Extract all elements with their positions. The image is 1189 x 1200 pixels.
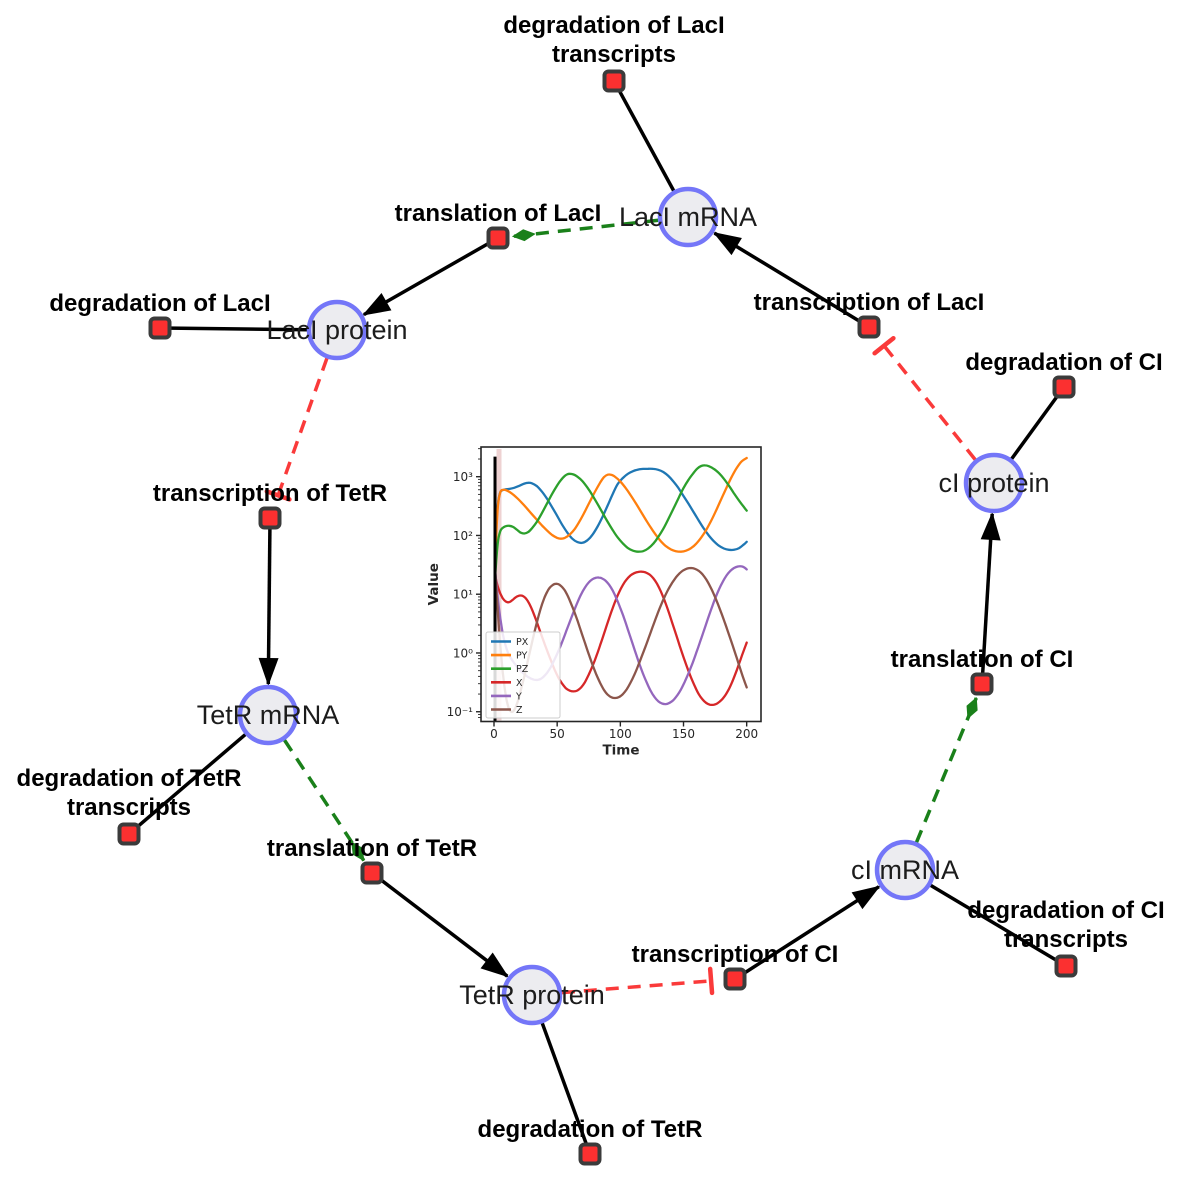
legend-label-PY: PY [516,651,528,662]
edge-consumption-tetr_protein-deg_tetr [540,1021,588,1145]
legend-label-PZ: PZ [516,664,529,675]
reaction-label-deg_tetr_tx-line1: transcripts [67,794,191,821]
y-axis-title: Value [426,563,442,605]
reaction-node-txn_laci [857,315,881,339]
species-node-laci_protein [306,299,368,361]
reaction-node-deg_laci [148,316,172,340]
reaction-node-transl_tetr [360,861,384,885]
reaction-label-deg_ci_tx-line1: transcripts [1004,926,1128,953]
edge-modifier-laci_mrna-transl_laci [511,218,659,242]
reaction-label-deg_ci-line0: degradation of CI [965,349,1162,376]
edge-consumption-tetr_mrna-deg_tetr_tx [136,732,248,829]
y-tick-label: 10² [453,529,473,543]
reaction-node-deg_tetr_tx [117,822,141,846]
reaction-node-deg_laci_tx [602,69,626,93]
x-tick-label: 50 [550,727,565,741]
x-tick-label: 0 [490,727,498,741]
legend-label-Z: Z [516,705,523,716]
reaction-node-txn_tetr [258,506,282,530]
edge-inhibition-tetr_protein-txn_ci [561,966,715,996]
edge-consumption-laci_mrna-deg_laci_tx [617,89,676,193]
edge-production-transl_laci-laci_protein [362,241,490,317]
edge-inhibition-laci_protein-txn_tetr [264,357,329,502]
edge-production-transl_ci-ci_protein [980,511,1001,674]
edge-production-txn_ci-ci_mrna [743,885,881,975]
y-tick-label: 10⁰ [453,646,473,660]
edge-production-txn_laci-laci_mrna [712,231,861,323]
reaction-node-deg_tetr [578,1142,602,1166]
initial-transient-band [496,449,502,721]
edge-modifier-ci_mrna-transl_ci [914,696,978,843]
reaction-node-deg_ci [1052,375,1076,399]
reaction-label-txn_ci-line0: transcription of CI [632,941,839,968]
legend-label-Y: Y [515,691,522,702]
reaction-node-transl_laci [486,226,510,250]
series-line-X [494,570,748,706]
x-tick-label: 200 [735,727,758,741]
labels-layer: LacI mRNA LacI protein TetR mRNA TetR prote… [17,12,1165,1143]
species-label-laci_protein: LacI protein [266,315,407,345]
species-node-tetr_mrna [237,684,299,746]
reaction-node-transl_ci [970,672,994,696]
reaction-label-txn_laci-line0: transcription of LacI [754,289,985,316]
time-series-inset-plot: 0 50 100 150 20010³10²10¹10⁰10⁻¹TimeValuePXP… [426,446,762,759]
species-label-tetr_protein: TetR protein [459,980,605,1010]
reaction-label-txn_tetr-line0: transcription of TetR [153,480,387,507]
edge-production-transl_tetr-tetr_protein [379,878,509,978]
species-node-ci_mrna [874,839,936,901]
reaction-label-transl_tetr-line0: translation of TetR [267,835,477,862]
y-tick-label: 10¹ [453,588,473,602]
reaction-label-deg_laci_tx-line0: degradation of LacI [503,12,724,39]
species-node-tetr_protein [501,964,563,1026]
reaction-label-transl_laci-line0: translation of LacI [395,200,602,227]
edge-production-txn_tetr-tetr_mrna [258,528,279,686]
species-node-laci_mrna [657,186,719,248]
reaction-label-deg_tetr-line0: degradation of TetR [478,1116,703,1143]
reaction-label-deg_laci-line0: degradation of LacI [49,290,270,317]
reaction-label-deg_laci_tx-line1: transcripts [552,41,676,68]
species-node-ci_protein [963,452,1025,514]
nodes-layer [117,69,1078,1166]
edge-consumption-ci_protein-deg_ci [1009,394,1059,461]
reaction-label-transl_ci-line0: translation of CI [891,646,1074,673]
legend-label-X: X [516,678,523,689]
series-line-PZ [494,464,748,576]
series-line-PY [494,456,748,557]
y-tick-label: 10⁻¹ [447,705,474,719]
x-axis-title: Time [602,743,639,759]
species-label-ci_protein: cI protein [938,468,1049,498]
x-tick-label: 100 [609,727,632,741]
y-tick-label: 10³ [453,470,473,484]
species-label-tetr_mrna: TetR mRNA [197,700,340,730]
species-label-laci_mrna: LacI mRNA [619,202,757,232]
x-tick-label: 150 [672,727,695,741]
reaction-node-deg_ci_tx [1054,954,1078,978]
reaction-node-txn_ci [723,967,747,991]
plot-legend: PX PY PZ XYZ [485,631,561,719]
edge-consumption-ci_mrna-deg_ci_tx [929,883,1058,962]
reaction-label-deg_tetr_tx-line0: degradation of TetR [17,765,242,792]
edge-consumption-laci_protein-deg_laci [170,326,309,332]
species-label-ci_mrna: cI mRNA [851,855,959,885]
legend-label-PX: PX [516,637,529,648]
edge-modifier-tetr_mrna-transl_tetr [283,739,366,862]
edges-layer [136,89,1059,1145]
edge-inhibition-ci_protein-txn_laci [872,335,977,461]
reaction-label-deg_ci_tx-line0: degradation of CI [967,897,1164,924]
